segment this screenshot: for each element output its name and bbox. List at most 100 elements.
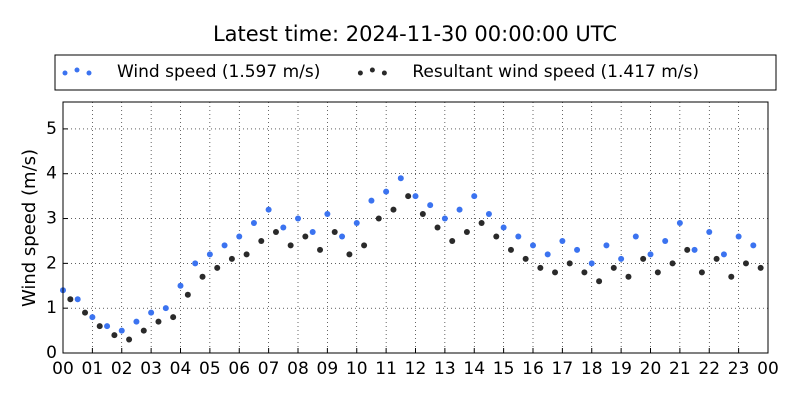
data-point xyxy=(140,327,147,334)
data-point xyxy=(720,251,727,258)
data-point xyxy=(353,220,360,227)
data-point xyxy=(456,206,463,213)
x-tick-label: 02 xyxy=(111,359,133,379)
data-point xyxy=(302,233,309,240)
y-tick-label: 3 xyxy=(46,209,57,229)
data-point xyxy=(309,228,316,235)
data-point xyxy=(419,211,426,218)
data-point xyxy=(544,251,551,258)
chart-title: Latest time: 2024-11-30 00:00:00 UTC xyxy=(213,22,617,46)
data-point xyxy=(493,233,500,240)
y-axis-label: Wind speed (m/s) xyxy=(19,149,40,307)
data-point xyxy=(383,188,390,195)
data-point xyxy=(206,251,213,258)
data-point xyxy=(228,255,235,262)
x-tick-label: 14 xyxy=(463,359,485,379)
data-point xyxy=(618,255,625,262)
data-point xyxy=(412,193,419,200)
data-point xyxy=(625,273,632,280)
data-point xyxy=(390,206,397,213)
x-tick-label: 22 xyxy=(698,359,720,379)
data-point xyxy=(610,264,617,271)
data-point xyxy=(552,269,559,276)
data-point xyxy=(559,237,566,244)
legend-box xyxy=(54,54,777,91)
data-point xyxy=(346,251,353,258)
x-tick-label: 20 xyxy=(640,359,662,379)
data-point xyxy=(728,273,735,280)
data-point xyxy=(184,291,191,298)
legend-marker xyxy=(357,70,363,76)
data-point xyxy=(236,233,243,240)
data-point xyxy=(111,332,118,339)
x-tick-label: 03 xyxy=(140,359,162,379)
data-point xyxy=(339,233,346,240)
data-point xyxy=(331,228,338,235)
data-point xyxy=(280,224,287,231)
y-tick-label: 5 xyxy=(46,119,57,139)
data-point xyxy=(478,220,485,227)
data-point xyxy=(67,296,74,303)
data-point xyxy=(214,264,221,271)
data-point xyxy=(706,228,713,235)
x-tick-label: 16 xyxy=(522,359,544,379)
data-point xyxy=(361,242,368,249)
data-point xyxy=(485,211,492,218)
x-tick-label: 17 xyxy=(552,359,574,379)
data-point xyxy=(449,237,456,244)
x-tick-label: 18 xyxy=(581,359,603,379)
data-point xyxy=(684,246,691,253)
data-point xyxy=(471,193,478,200)
data-point xyxy=(515,233,522,240)
data-point xyxy=(375,215,382,222)
data-point xyxy=(654,269,661,276)
data-point xyxy=(596,278,603,285)
x-tick-label: 15 xyxy=(493,359,515,379)
data-point xyxy=(427,202,434,209)
data-point xyxy=(221,242,228,249)
x-tick-label: 08 xyxy=(287,359,309,379)
data-point xyxy=(250,220,257,227)
data-point xyxy=(324,211,331,218)
y-tick-label: 2 xyxy=(46,253,57,273)
data-point xyxy=(74,296,81,303)
data-point xyxy=(507,246,514,253)
x-tick-label: 11 xyxy=(375,359,397,379)
data-point xyxy=(162,305,169,312)
legend-marker xyxy=(86,70,92,76)
x-tick-label: 06 xyxy=(228,359,250,379)
data-point xyxy=(632,233,639,240)
data-point xyxy=(522,255,529,262)
legend-label: Resultant wind speed (1.417 m/s) xyxy=(412,62,699,82)
legend-marker xyxy=(62,70,68,76)
data-point xyxy=(89,314,96,321)
data-point xyxy=(405,193,412,200)
data-point xyxy=(82,309,89,316)
data-point xyxy=(265,206,272,213)
data-point xyxy=(368,197,375,204)
data-point xyxy=(574,246,581,253)
data-point xyxy=(537,264,544,271)
data-point xyxy=(295,215,301,222)
data-point xyxy=(148,309,155,316)
x-tick-label: 04 xyxy=(170,359,192,379)
legend-marker xyxy=(369,67,375,73)
data-point xyxy=(287,242,294,249)
data-point xyxy=(581,269,588,276)
data-point xyxy=(698,269,705,276)
y-tick-label: 1 xyxy=(46,298,57,318)
legend-marker xyxy=(74,67,80,73)
data-point xyxy=(104,323,111,330)
data-point xyxy=(500,224,507,231)
x-tick-label: 07 xyxy=(258,359,280,379)
legend-marker xyxy=(381,70,387,76)
x-tick-label: 23 xyxy=(728,359,750,379)
data-point xyxy=(118,327,125,334)
data-point xyxy=(603,242,610,249)
data-point xyxy=(272,228,279,235)
data-point xyxy=(713,255,720,262)
data-point xyxy=(170,314,177,321)
x-tick-label: 19 xyxy=(610,359,632,379)
data-point xyxy=(441,215,448,222)
data-point xyxy=(463,228,470,235)
